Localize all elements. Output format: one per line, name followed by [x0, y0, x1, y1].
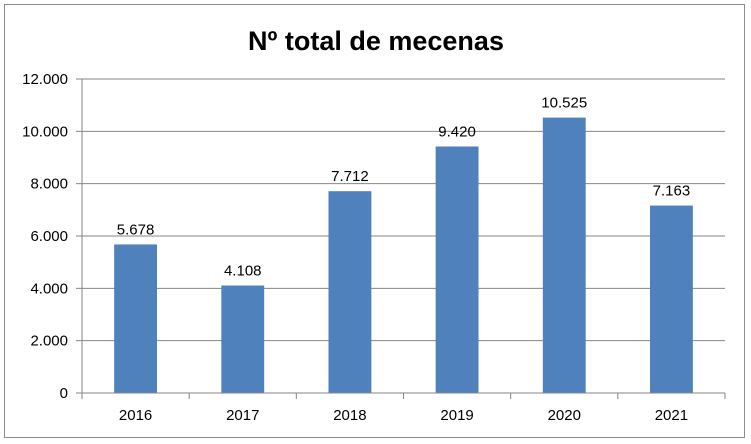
y-tick-label: 6.000 — [30, 228, 68, 245]
axes — [76, 78, 726, 399]
y-tick-label: 12.000 — [22, 71, 68, 88]
chart-title: Nº total de mecenas — [248, 26, 504, 56]
data-label: 4.108 — [224, 263, 262, 280]
x-tick-label: 2021 — [655, 407, 688, 424]
data-label: 7.712 — [331, 168, 369, 185]
y-tick-label: 2.000 — [30, 333, 68, 350]
data-label: 10.525 — [541, 95, 587, 112]
x-tick-labels: 2016 2017 2018 2019 2020 2021 — [119, 407, 688, 424]
x-tick-label: 2018 — [333, 407, 366, 424]
y-tick-label: 4.000 — [30, 280, 68, 297]
x-tick-label: 2019 — [440, 407, 473, 424]
bar-2019 — [435, 146, 479, 393]
y-tick-label: 0 — [60, 385, 68, 402]
x-tick-label: 2020 — [548, 407, 581, 424]
y-tick-label: 10.000 — [22, 123, 68, 140]
x-tick-label: 2017 — [226, 407, 259, 424]
bar-2018 — [328, 191, 372, 393]
y-tick-label: 8.000 — [30, 176, 68, 193]
bar-2017 — [221, 285, 265, 393]
bar-2020 — [542, 117, 586, 394]
data-labels: 5.678 4.108 7.712 9.420 10.525 7.163 — [117, 95, 690, 280]
bar-2021 — [649, 205, 693, 393]
bar-2016 — [114, 244, 158, 393]
y-tick-labels: 0 2.000 4.000 6.000 8.000 10.000 12.000 — [22, 71, 68, 402]
x-tick-label: 2016 — [119, 407, 152, 424]
data-label: 9.420 — [438, 124, 476, 141]
data-label: 5.678 — [117, 221, 155, 238]
data-label: 7.163 — [653, 183, 691, 200]
bars — [114, 117, 693, 394]
gridlines — [82, 78, 725, 342]
